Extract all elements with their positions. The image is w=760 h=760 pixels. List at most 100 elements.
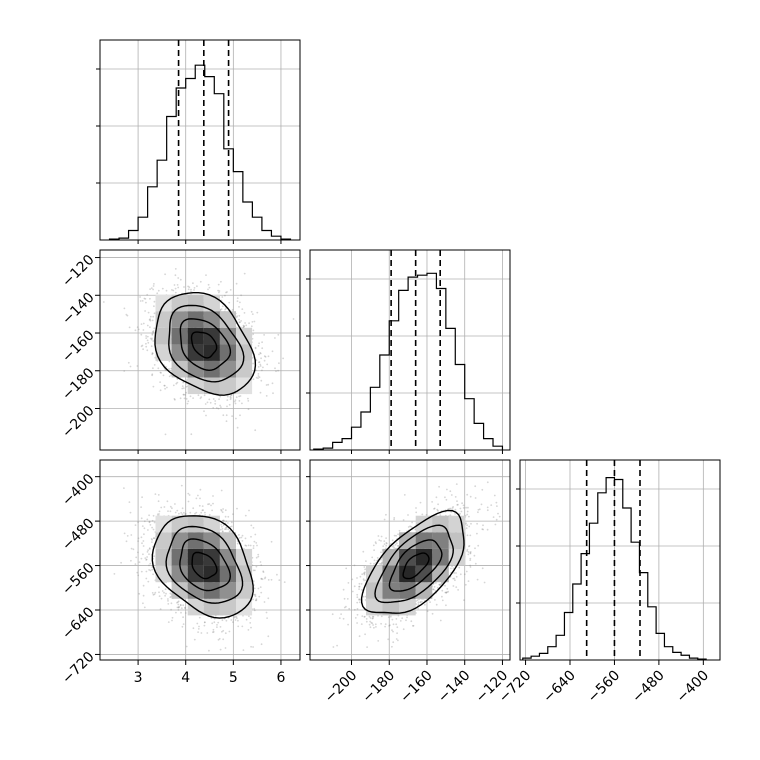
pair-p1-p3-point [142,540,145,542]
pair-p1-p2-point [217,283,220,286]
pair-p1-p2-point [235,417,237,420]
pair-p1-p2-point [240,294,243,297]
pair-p1-p2-point [282,357,284,360]
pair-p1-p3-point [142,553,144,556]
pair-p1-p2-point [159,389,162,392]
pair-p1-p3-point [152,593,155,596]
pair-p1-p3-point [169,592,172,595]
pair-p1-p2-point [205,274,207,276]
pair-p1-p2-point [260,379,263,382]
pair-p1-p2-point [172,384,175,387]
pair-p1-p3-point [197,631,200,633]
pair-p1-p3-point [240,536,243,539]
pair-p1-p2-point [153,305,155,308]
pair-p1-p2-point [250,325,253,328]
pair-p1-p3-point [208,503,211,505]
pair-p1-p3-point [263,601,266,603]
pair-p1-p3-point [253,609,256,612]
pair-p1-p3-point [175,611,177,614]
pair-p1-p2-point [147,341,150,344]
pair-p1-p3-point [224,632,227,635]
pair-p1-p3-point [225,520,228,523]
pair-p1-p2-point [261,347,264,350]
pair-p1-p2-point [205,414,207,417]
pair-p1-p2-point [144,298,147,300]
pair-p1-p2-point [258,361,260,364]
pair-p1-p3-point [137,521,140,523]
pair-p1-p2-point [259,363,262,366]
pair-p1-p2-point [228,403,231,406]
pair-p1-p2-point [192,397,195,399]
pair-p1-p3-point [164,588,167,591]
pair-p1-p2-density-cell [203,327,220,345]
pair-p1-p3-point [253,587,256,590]
pair-p1-p3-point [238,534,240,536]
pair-p1-p3-point [149,569,152,572]
pair-p1-p3-point [177,609,180,611]
pair-p1-p3-point [184,606,187,609]
pair-p1-p3-point [146,556,149,558]
pair-p1-p3-point [140,517,143,520]
pair-p1-p3-point [203,624,206,627]
pair-p1-p3-point [188,494,191,496]
pair-p1-p2-point [152,288,155,291]
pair-p1-p2-point [235,282,238,285]
pair-p1-p3-point [176,509,179,512]
pair-p1-p3-point [222,629,225,632]
pair-p1-p2-point [220,406,222,408]
pair-p1-p2-point [252,362,255,365]
pair-p1-p2-point [275,370,277,373]
pair-p1-p2-point [168,368,170,370]
hist-p2-frame [309,249,511,451]
pair-p1-p2-point [245,324,248,327]
pair-p1-p3-point [163,506,166,508]
pair-p1-p3-point [283,581,286,583]
pair-p1-p2-point [153,312,156,315]
pair-p1-p2-point [239,414,241,417]
pair-p1-p2-point [151,352,154,355]
pair-p1-p2-point [208,286,211,289]
pair-p1-p3-point [143,606,146,609]
pair-p1-p2-point [217,407,220,410]
pair-p1-p3-point [250,524,253,527]
pair-p1-p3-point [252,547,255,549]
pair-p1-p3-point [227,515,230,518]
pair-p1-p3-point [204,514,207,516]
pair-p1-p2-point [193,287,196,289]
pair-p1-p2-point [257,373,260,375]
pair-p1-p2-point [182,393,185,396]
pair-p1-p3-point [192,627,195,630]
pair-p1-p3-point [236,507,238,510]
pair-p1-p2-point [143,297,146,300]
pair-p1-p3-point [151,541,153,543]
pair-p1-p3-point [224,515,227,518]
pair-p1-p3-point [189,511,192,514]
pair-p1-p2-point [179,397,182,400]
pair-p1-p3-point [198,504,201,507]
pair-p1-p2-point [278,362,280,365]
pair-p1-p2-point [145,342,147,345]
pair-p1-p3-point [154,591,157,594]
pair-p1-p3-point [150,538,153,540]
pair-p1-p2-point [151,353,154,356]
pair-p1-p2-point [219,309,222,311]
pair-p1-p3-point [200,632,203,634]
pair-p1-p3-point [174,503,176,505]
pair-p1-p2-point [162,374,165,377]
pair-p1-p2-point [277,333,280,336]
pair-p1-p2-point [251,313,254,315]
pair-p1-p3-point [222,508,225,510]
pair-p1-p3-point [256,544,258,547]
pair-p1-p2-point [151,373,154,376]
pair-p1-p3-point [247,629,250,631]
pair-p1-p2-point [174,268,177,270]
pair-p1-p2-point [225,291,227,294]
pair-p1-p2-point [147,311,150,314]
pair-p1-p2-point [226,399,229,401]
pair-p1-p3-point [218,637,221,640]
pair-p1-p2-point [238,395,241,398]
pair-p1-p3-point [247,544,250,547]
pair-p1-p2-point [226,395,229,398]
pair-p1-p2-point [142,348,145,351]
pair-p1-p3-point [253,607,256,610]
